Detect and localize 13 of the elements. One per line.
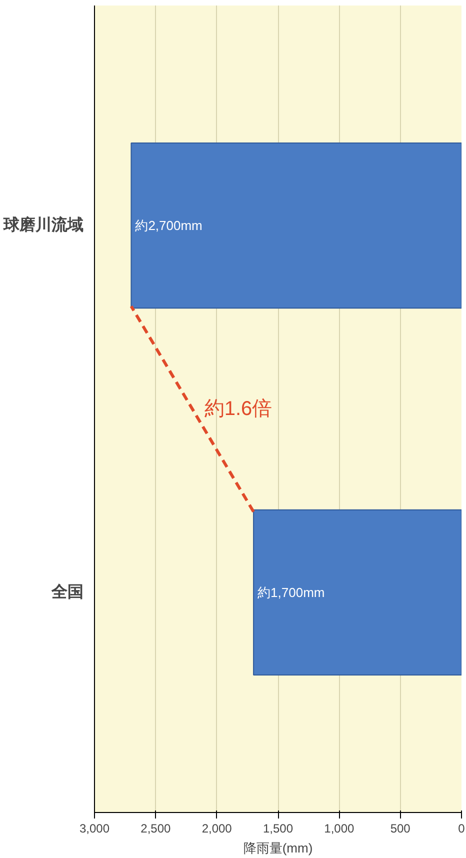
annotation: 約2,700mm — [135, 218, 202, 234]
x-axis-title: 降雨量(mm) — [243, 840, 313, 856]
y-tick-label: 球磨川流域 — [2, 215, 84, 234]
x-tick-label: 1,500 — [262, 822, 294, 836]
annotation: 約1,700mm — [258, 584, 325, 600]
y-tick-label: 全国 — [50, 582, 84, 601]
annotation: 約1.6倍 — [204, 398, 272, 420]
x-tick-label: 2,500 — [140, 822, 172, 836]
x-tick-label: 2,000 — [202, 822, 232, 836]
x-tick-label: 1,000 — [324, 822, 355, 836]
x-tick-label: 500 — [390, 822, 411, 836]
x-tick-label: 0 — [458, 822, 466, 836]
x-tick-label: 3,000 — [79, 822, 110, 836]
